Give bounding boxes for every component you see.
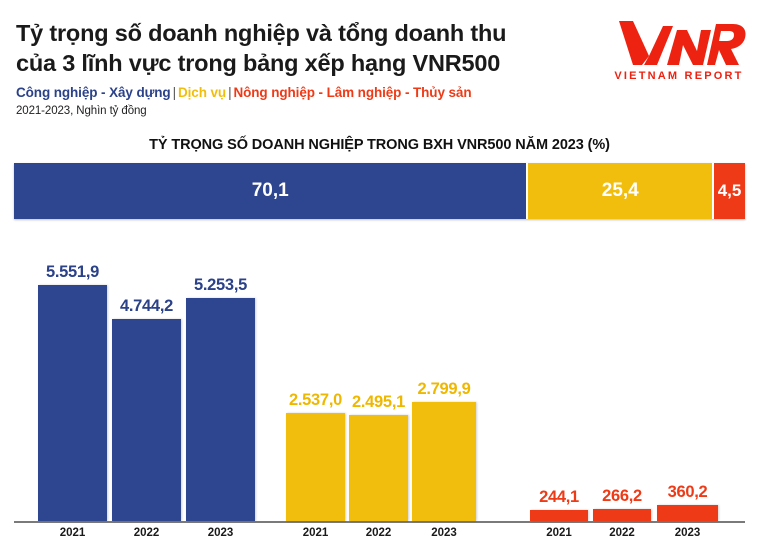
chart-baseline [14, 521, 745, 523]
bar-industry-2021-year: 2021 [59, 527, 86, 539]
legend-item-services: Dịch vụ [178, 85, 227, 100]
page-title-line-2: của 3 lĩnh vực trong bảng xếp hạng VNR50… [16, 50, 501, 76]
bar-industry-2022-value: 4.744,2 [120, 297, 173, 315]
bar-industry-2021-rect [38, 285, 107, 521]
bar-industry-2023-rect [186, 298, 255, 521]
legend-item-industry: Công nghiệp - Xây dựng [16, 85, 171, 100]
bar-industry-2023: 5.253,5 2023 [186, 276, 255, 539]
bar-services-2021-year: 2021 [302, 527, 329, 539]
bar-agriculture-2022: 266,2 2022 [593, 487, 651, 539]
bar-agriculture-2021-year: 2021 [546, 527, 572, 539]
bar-agriculture-2022-year: 2022 [609, 527, 635, 539]
bar-agriculture-2022-rect [593, 509, 651, 521]
bar-agriculture-2023-year: 2023 [674, 527, 701, 539]
bar-agriculture-2021: 244,1 2021 [530, 488, 588, 539]
bar-services-2023: 2.799,9 2023 [412, 380, 476, 539]
vnr-logo-icon [619, 21, 746, 65]
vnr-logo: VIETNAM REPORT [611, 18, 747, 90]
bar-services-2023-rect [412, 402, 476, 521]
stacked-segment-industry: 70,1 [14, 163, 527, 219]
stacked-segment-agriculture: 4,5 [712, 163, 745, 219]
legend-item-agriculture: Nông nghiệp - Lâm nghiệp - Thủy sản [233, 85, 472, 100]
bar-services-2023-value: 2.799,9 [417, 380, 471, 398]
bar-services-2022-value: 2.495,1 [352, 393, 405, 411]
bar-industry-2022: 4.744,2 2022 [112, 297, 181, 539]
bar-services-2023-year: 2023 [431, 527, 457, 539]
bar-agriculture-2023-rect [657, 505, 718, 521]
bar-agriculture-2022-value: 266,2 [602, 487, 642, 505]
bar-agriculture-2021-rect [530, 510, 588, 521]
bar-agriculture-2021-value: 244,1 [539, 488, 579, 506]
units-note: 2021-2023, Nghìn tỷ đồng [16, 105, 147, 117]
stacked-segment-services: 25,4 [526, 163, 713, 219]
bar-services-2021-rect [286, 413, 345, 521]
stacked-bar-chart: 70,1 25,4 4,5 [14, 163, 745, 219]
grouped-bar-chart: 5.551,9 2021 4.744,2 2022 5.253,5 2023 2… [0, 240, 759, 558]
stacked-chart-title: TỶ TRỌNG SỐ DOANH NGHIỆP TRONG BXH VNR50… [149, 137, 610, 153]
bar-industry-2023-value: 5.253,5 [194, 276, 247, 294]
bar-agriculture-2023: 360,2 2023 [657, 483, 718, 539]
stacked-segment-services-value: 25,4 [601, 180, 639, 201]
stacked-segment-industry-value: 70,1 [251, 180, 289, 201]
bar-services-2022-year: 2022 [365, 527, 392, 539]
bar-industry-2022-rect [112, 319, 181, 521]
header: Tỷ trọng số doanh nghiệp và tổng doanh t… [0, 0, 759, 128]
vnr-logo-caption: VIETNAM REPORT [614, 70, 744, 82]
bar-industry-2022-year: 2022 [133, 527, 160, 539]
bar-services-2021: 2.537,0 2021 [286, 391, 345, 539]
legend: Công nghiệp - Xây dựng | Dịch vụ | Nông nghi… [16, 85, 616, 100]
title-block: Tỷ trọng số doanh nghiệp và tổng doanh t… [16, 18, 616, 117]
stacked-segment-agriculture-value: 4,5 [717, 181, 742, 200]
legend-separator-1: | [172, 85, 177, 100]
bar-services-2022: 2.495,1 2022 [349, 393, 408, 539]
legend-separator-2: | [228, 85, 232, 100]
page-title-line-1: Tỷ trọng số doanh nghiệp và tổng doanh t… [16, 20, 507, 46]
bar-industry-2023-year: 2023 [207, 527, 234, 539]
bar-services-2022-rect [349, 415, 408, 521]
bar-services-2021-value: 2.537,0 [289, 391, 342, 409]
bar-industry-2021: 5.551,9 2021 [38, 263, 107, 539]
bar-agriculture-2023-value: 360,2 [667, 483, 708, 501]
bar-industry-2021-value: 5.551,9 [46, 263, 99, 281]
